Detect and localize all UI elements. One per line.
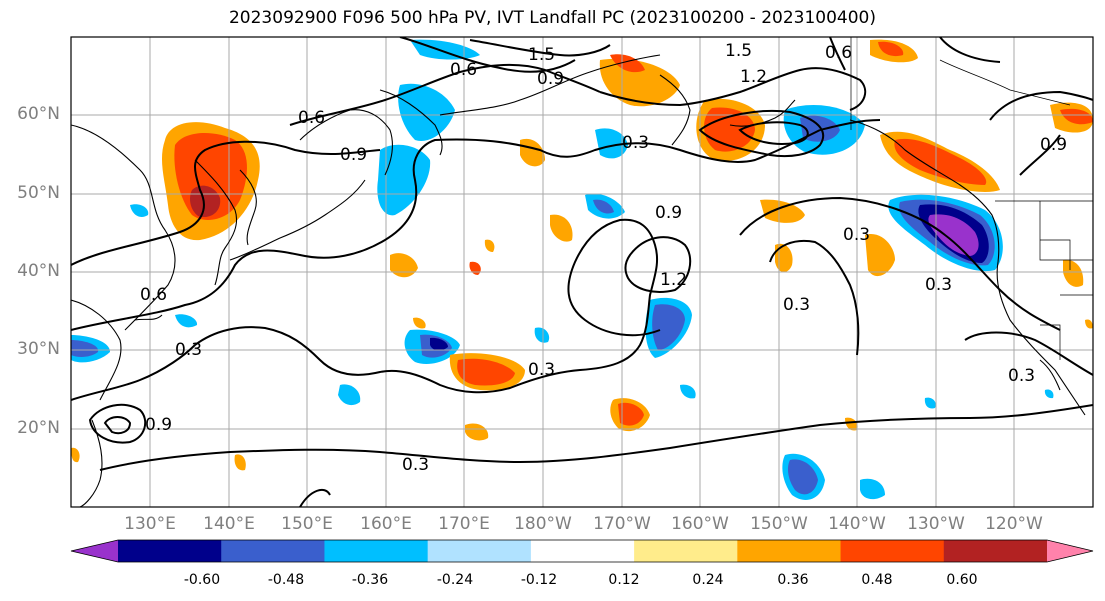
colorbar-cell (221, 540, 325, 562)
contour-label: 1.5 (725, 41, 752, 61)
lon-label: 160°E (360, 514, 412, 534)
contour-label: 0.9 (537, 69, 564, 89)
colorbar-tick-label: -0.24 (436, 572, 474, 588)
colorbar-cells (118, 540, 1048, 562)
gridlines (71, 37, 1093, 507)
colorbar-extend-high (1047, 540, 1093, 562)
lon-label: 140°W (828, 514, 886, 534)
lon-label: 130°E (124, 514, 176, 534)
contour-label: 0.6 (298, 108, 325, 128)
colorbar-tick-label: -0.48 (267, 572, 305, 588)
contour-label: 1.5 (528, 45, 555, 65)
colorbar (70, 539, 1094, 563)
lat-label: 60°N (17, 104, 60, 124)
lon-label: 130°W (907, 514, 965, 534)
contour-label: 0.3 (528, 360, 555, 380)
colorbar-tick-label: 0.60 (946, 572, 978, 588)
contour-label: 0.9 (145, 415, 172, 435)
colorbar-cell (943, 540, 1048, 562)
colorbar-extend-low (71, 540, 118, 562)
colorbar-tick-label: -0.36 (351, 572, 389, 588)
colorbar-cell (737, 540, 842, 562)
colorbar-tick-label: -0.60 (183, 572, 221, 588)
pv-anomaly-shading (71, 39, 1093, 500)
lon-label: 180°W (514, 514, 572, 534)
contour-label: 0.3 (175, 340, 202, 360)
contour-label: 1.2 (660, 270, 687, 290)
lat-label: 30°N (17, 339, 60, 359)
colorbar-cell (840, 540, 945, 562)
contour-label: 1.2 (740, 67, 767, 87)
contour-label: 0.3 (1008, 366, 1035, 386)
colorbar-tick-label: 0.36 (777, 572, 809, 588)
map-area: 1.5 1.5 0.6 0.9 1.2 0.6 0.3 0.6 0.9 0.9 … (71, 37, 1093, 507)
contour-label: 0.6 (140, 285, 167, 305)
colorbar-cell (634, 540, 738, 562)
contour-label: 0.3 (925, 275, 952, 295)
lon-label: 150°E (281, 514, 333, 534)
contour-label: 0.9 (1040, 135, 1067, 155)
contour-label: 0.3 (783, 295, 810, 315)
colorbar-tick-label: -0.12 (520, 572, 558, 588)
pv-contours (71, 37, 1093, 507)
lon-label: 140°E (203, 514, 255, 534)
contour-label: 0.9 (340, 145, 367, 165)
colorbar-cell (324, 540, 429, 562)
lon-label: 160°W (671, 514, 729, 534)
contour-label: 0.3 (402, 455, 429, 475)
contour-label: 0.3 (622, 133, 649, 153)
colorbar-tick-label: 0.48 (861, 572, 893, 588)
colorbar-tick-label: 0.12 (608, 572, 640, 588)
lat-label: 50°N (17, 183, 60, 203)
colorbar-cell (427, 540, 532, 562)
contour-labels: 1.5 1.5 0.6 0.9 1.2 0.6 0.3 0.6 0.9 0.9 … (140, 41, 1067, 475)
colorbar-cell (530, 540, 635, 562)
lon-label: 120°W (985, 514, 1043, 534)
contour-label: 0.3 (843, 225, 870, 245)
lon-label: 170°E (438, 514, 490, 534)
map-title: 2023092900 F096 500 hPa PV, IVT Landfall… (228, 8, 876, 28)
colorbar-tick-label: 0.24 (692, 572, 724, 588)
map-frame (70, 36, 1094, 508)
borders (850, 37, 1093, 360)
lon-label: 170°W (593, 514, 651, 534)
contour-label: 0.6 (450, 60, 477, 80)
contour-label: 0.6 (825, 43, 852, 63)
colorbar-cell (118, 540, 222, 562)
lon-label: 150°W (750, 514, 808, 534)
lat-label: 20°N (17, 418, 60, 438)
contour-label: 0.9 (655, 203, 682, 223)
lat-label: 40°N (17, 261, 60, 281)
coastlines (71, 54, 1086, 507)
